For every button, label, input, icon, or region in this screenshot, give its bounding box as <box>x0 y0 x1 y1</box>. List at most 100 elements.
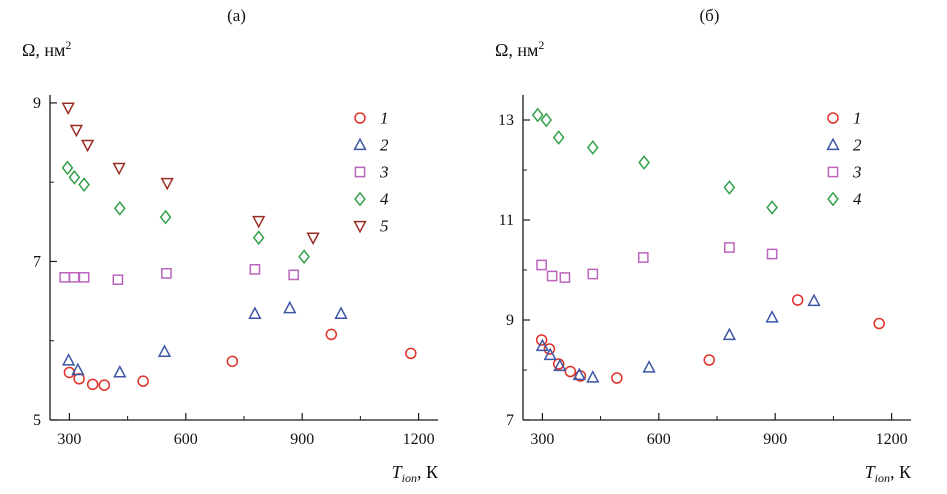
marker-circle <box>405 347 417 360</box>
y-axis-label: Ω, нм2 <box>495 38 544 60</box>
marker-square <box>161 268 172 279</box>
marker-diamond <box>113 200 126 216</box>
marker-diamond <box>298 249 310 265</box>
marker-circle <box>611 372 623 384</box>
legend-label: 5 <box>380 217 389 236</box>
y-axis-label: Ω, нм2 <box>22 38 71 60</box>
marker-triangle-down <box>306 232 320 246</box>
legend-item-1: 1 <box>354 109 389 128</box>
legend-item-1: 1 <box>827 109 862 128</box>
marker-triangle-up <box>535 338 550 352</box>
marker-triangle-up <box>283 300 297 314</box>
marker-square <box>587 268 599 280</box>
marker-square <box>354 166 366 178</box>
x-tick-label: 1200 <box>876 431 908 448</box>
marker-circle <box>226 355 239 368</box>
marker-triangle-up <box>61 353 76 366</box>
marker-triangle-up <box>642 360 656 373</box>
marker-triangle-up <box>722 327 737 341</box>
marker-square <box>546 270 558 282</box>
marker-triangle-down <box>80 139 95 153</box>
marker-circle <box>137 375 149 387</box>
x-tick-label: 600 <box>174 431 198 448</box>
series-1-points <box>535 294 885 384</box>
marker-square <box>59 271 71 283</box>
marker-triangle-down <box>61 102 75 116</box>
marker-diamond <box>354 191 366 207</box>
legend-label: 2 <box>853 136 862 155</box>
marker-triangle-up <box>586 370 600 383</box>
marker-triangle-up <box>71 362 85 376</box>
x-tick-label: 300 <box>530 431 554 448</box>
marker-diamond <box>638 155 650 170</box>
marker-square <box>249 264 261 275</box>
marker-circle <box>535 334 548 346</box>
marker-square <box>536 259 547 271</box>
marker-diamond <box>531 107 544 123</box>
marker-triangle-up <box>248 306 262 319</box>
series-2-points <box>535 293 821 383</box>
marker-diamond <box>61 160 74 176</box>
marker-diamond <box>68 169 81 185</box>
marker-triangle-up <box>553 358 567 372</box>
marker-diamond <box>766 200 778 215</box>
marker-circle <box>703 354 715 366</box>
x-tick-label: 900 <box>290 431 314 448</box>
series-2-points <box>61 300 348 378</box>
marker-diamond <box>827 191 839 207</box>
legend-item-4: 4 <box>827 190 862 209</box>
marker-triangle-up <box>543 347 557 361</box>
y-tick-label: 13 <box>498 112 514 129</box>
marker-diamond <box>586 140 599 155</box>
series-4-points <box>61 160 310 265</box>
legend-item-3: 3 <box>827 163 862 182</box>
marker-triangle-up <box>334 306 348 319</box>
marker-circle <box>86 378 99 391</box>
marker-triangle-up <box>807 293 821 307</box>
x-tick-label: 1200 <box>403 431 435 448</box>
marker-triangle-down <box>160 177 174 191</box>
marker-circle <box>73 373 85 385</box>
series-3-points <box>536 242 778 283</box>
marker-triangle-up <box>113 364 127 378</box>
legend-item-5: 5 <box>353 217 389 236</box>
marker-circle <box>873 317 885 330</box>
marker-square <box>112 274 124 286</box>
scatter-plot-b: 300 600 900 1200 7 9 11 13 Ω, нм2 Tion, К 1 2 3 4 <box>495 38 912 485</box>
x-tick-label: 900 <box>763 431 787 448</box>
y-tick-label: 7 <box>506 412 514 429</box>
legend-label: 1 <box>853 109 862 128</box>
y-tick-label: 9 <box>506 312 514 329</box>
marker-diamond <box>552 130 565 145</box>
marker-circle <box>325 328 338 341</box>
marker-triangle-down <box>69 124 84 138</box>
marker-diamond <box>159 209 172 225</box>
marker-circle <box>564 365 577 378</box>
y-tick-label: 7 <box>33 253 41 270</box>
marker-triangle-up <box>765 310 779 323</box>
panel-a: (а) 300 600 900 1200 5 7 9 Ω, нм2 Tion, К 1 2 3 4 5 <box>0 0 473 494</box>
x-tick-label: 600 <box>647 431 671 448</box>
legend-label: 2 <box>380 136 389 155</box>
panel-a-label: (а) <box>227 6 246 25</box>
marker-square <box>827 166 839 178</box>
marker-triangle-up <box>572 367 586 381</box>
panel-b-label: (б) <box>699 6 720 25</box>
marker-square <box>766 248 778 260</box>
marker-triangle-up <box>353 137 367 151</box>
marker-diamond <box>540 112 553 128</box>
marker-circle <box>552 358 565 370</box>
marker-triangle-down <box>112 162 126 176</box>
marker-square <box>288 269 300 281</box>
marker-circle <box>791 294 804 306</box>
marker-circle <box>827 112 839 124</box>
series-4-points <box>531 107 778 215</box>
legend-item-2: 2 <box>353 136 389 155</box>
marker-triangle-down <box>353 220 367 234</box>
marker-diamond <box>78 177 90 193</box>
legend-label: 4 <box>380 190 389 209</box>
series-5-points <box>61 102 320 246</box>
x-axis-label: Tion, К <box>392 462 439 485</box>
series-3-points <box>59 264 300 286</box>
